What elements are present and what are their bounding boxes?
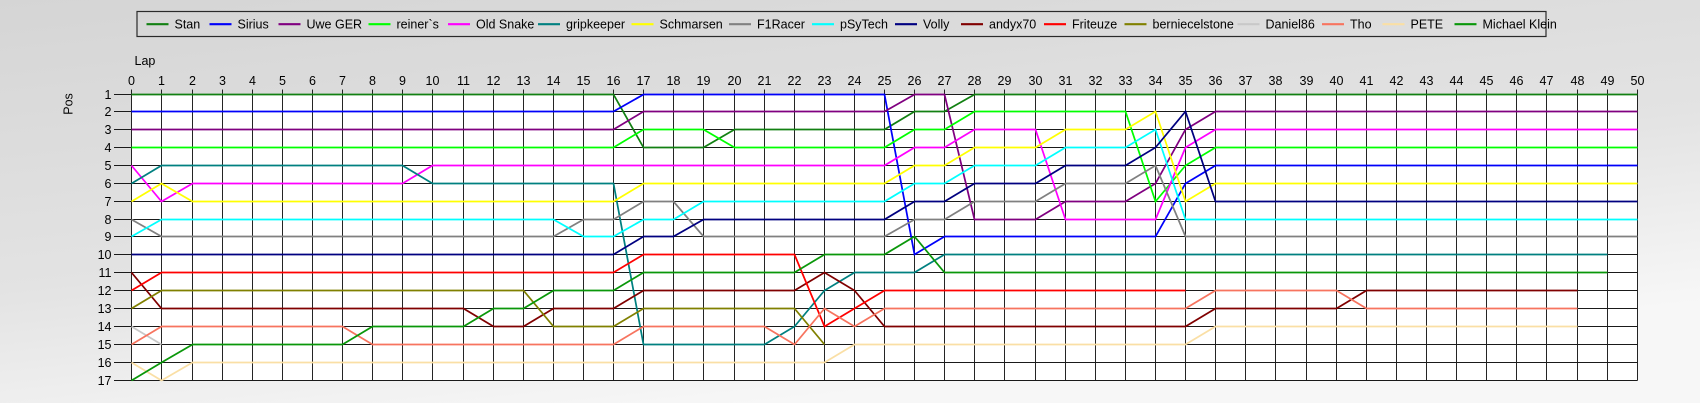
svg-text:19: 19: [697, 74, 711, 88]
svg-text:14: 14: [547, 74, 561, 88]
svg-text:3: 3: [105, 123, 112, 137]
svg-text:12: 12: [98, 284, 112, 298]
svg-text:9: 9: [399, 74, 406, 88]
svg-text:Volly: Volly: [923, 18, 950, 32]
svg-text:46: 46: [1510, 74, 1524, 88]
svg-text:pSyTech: pSyTech: [840, 18, 888, 32]
svg-text:12: 12: [487, 74, 501, 88]
svg-text:4: 4: [249, 74, 256, 88]
svg-text:13: 13: [98, 302, 112, 316]
svg-text:48: 48: [1571, 74, 1585, 88]
svg-text:1: 1: [158, 74, 165, 88]
svg-text:Michael Klein: Michael Klein: [1483, 18, 1557, 32]
svg-text:3: 3: [219, 74, 226, 88]
svg-text:Lap: Lap: [135, 54, 156, 68]
svg-text:6: 6: [105, 177, 112, 191]
svg-text:31: 31: [1059, 74, 1073, 88]
svg-text:41: 41: [1360, 74, 1374, 88]
svg-text:Sirius: Sirius: [238, 18, 269, 32]
svg-text:39: 39: [1300, 74, 1314, 88]
svg-text:Schmarsen: Schmarsen: [660, 18, 723, 32]
svg-text:37: 37: [1239, 74, 1253, 88]
svg-text:21: 21: [758, 74, 772, 88]
svg-text:49: 49: [1601, 74, 1615, 88]
svg-text:26: 26: [908, 74, 922, 88]
svg-text:gripkeeper: gripkeeper: [566, 18, 625, 32]
svg-text:Tho: Tho: [1350, 18, 1372, 32]
svg-text:2: 2: [189, 74, 196, 88]
svg-text:13: 13: [517, 74, 531, 88]
svg-text:11: 11: [457, 74, 470, 88]
svg-text:18: 18: [667, 74, 681, 88]
svg-text:27: 27: [938, 74, 952, 88]
svg-text:6: 6: [309, 74, 316, 88]
svg-text:32: 32: [1089, 74, 1103, 88]
svg-text:5: 5: [105, 159, 112, 173]
svg-text:10: 10: [426, 74, 440, 88]
svg-text:29: 29: [998, 74, 1012, 88]
svg-text:1: 1: [105, 88, 112, 102]
svg-text:11: 11: [99, 266, 112, 280]
svg-text:50: 50: [1631, 74, 1645, 88]
svg-text:15: 15: [577, 74, 591, 88]
svg-text:Friteuze: Friteuze: [1072, 18, 1117, 32]
svg-text:28: 28: [968, 74, 982, 88]
svg-text:22: 22: [788, 74, 802, 88]
svg-text:reiner`s: reiner`s: [397, 18, 439, 32]
svg-text:berniecelstone: berniecelstone: [1153, 18, 1234, 32]
svg-text:8: 8: [105, 213, 112, 227]
svg-text:47: 47: [1540, 74, 1554, 88]
svg-text:Pos: Pos: [62, 93, 76, 115]
svg-text:17: 17: [98, 374, 112, 388]
svg-text:20: 20: [728, 74, 742, 88]
svg-text:7: 7: [339, 74, 346, 88]
svg-text:5: 5: [279, 74, 286, 88]
svg-text:43: 43: [1420, 74, 1434, 88]
svg-text:23: 23: [818, 74, 832, 88]
svg-text:8: 8: [369, 74, 376, 88]
svg-text:Uwe GER: Uwe GER: [307, 18, 363, 32]
svg-text:35: 35: [1179, 74, 1193, 88]
svg-text:44: 44: [1450, 74, 1464, 88]
svg-text:14: 14: [98, 320, 112, 334]
svg-text:36: 36: [1209, 74, 1223, 88]
svg-text:2: 2: [105, 105, 112, 119]
svg-text:17: 17: [637, 74, 651, 88]
svg-text:25: 25: [878, 74, 892, 88]
svg-text:45: 45: [1480, 74, 1494, 88]
svg-text:7: 7: [105, 195, 112, 209]
svg-text:Daniel86: Daniel86: [1266, 18, 1315, 32]
svg-text:10: 10: [98, 248, 112, 262]
svg-text:16: 16: [98, 356, 112, 370]
svg-text:Old Snake: Old Snake: [476, 18, 534, 32]
svg-text:40: 40: [1330, 74, 1344, 88]
svg-text:33: 33: [1119, 74, 1133, 88]
svg-text:F1Racer: F1Racer: [757, 18, 805, 32]
svg-text:38: 38: [1269, 74, 1283, 88]
svg-text:34: 34: [1149, 74, 1163, 88]
svg-text:0: 0: [128, 74, 135, 88]
svg-text:24: 24: [848, 74, 862, 88]
svg-text:30: 30: [1029, 74, 1043, 88]
svg-text:andyx70: andyx70: [989, 18, 1036, 32]
svg-text:15: 15: [98, 338, 112, 352]
svg-text:PETE: PETE: [1411, 18, 1444, 32]
svg-text:9: 9: [105, 230, 112, 244]
svg-text:42: 42: [1390, 74, 1404, 88]
svg-text:4: 4: [105, 141, 112, 155]
svg-text:Stan: Stan: [175, 18, 201, 32]
svg-text:16: 16: [607, 74, 621, 88]
